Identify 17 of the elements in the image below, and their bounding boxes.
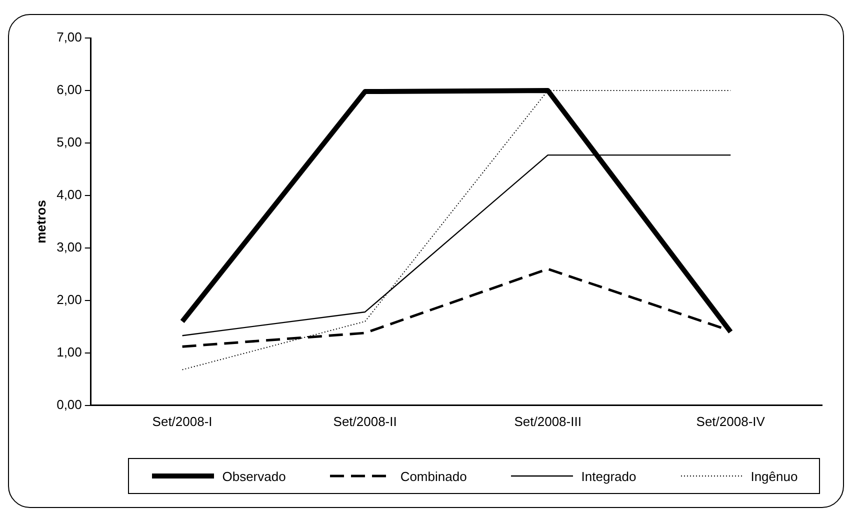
- y-tick-label: 3,00: [56, 240, 82, 255]
- x-tick-label: Set/2008-IV: [696, 414, 766, 429]
- legend-label: Integrado: [581, 468, 636, 484]
- y-tick-label: 4,00: [56, 187, 82, 202]
- x-tick-label: Set/2008-II: [333, 414, 397, 429]
- y-tick-label: 1,00: [56, 344, 82, 360]
- y-tick-label: 6,00: [56, 82, 82, 98]
- legend-label: Observado: [222, 468, 286, 484]
- y-axis-title: metros: [33, 200, 48, 244]
- legend-label: Combinado: [400, 468, 467, 484]
- legend-label: Ingênuo: [750, 468, 798, 484]
- y-tick-label: 7,00: [56, 30, 82, 45]
- x-tick-label: Set/2008-III: [514, 414, 582, 429]
- y-tick-label: 0,00: [56, 396, 82, 412]
- y-tick-label: 5,00: [56, 134, 82, 150]
- x-tick-label: Set/2008-I: [152, 414, 212, 429]
- y-tick-label: 2,00: [56, 292, 82, 308]
